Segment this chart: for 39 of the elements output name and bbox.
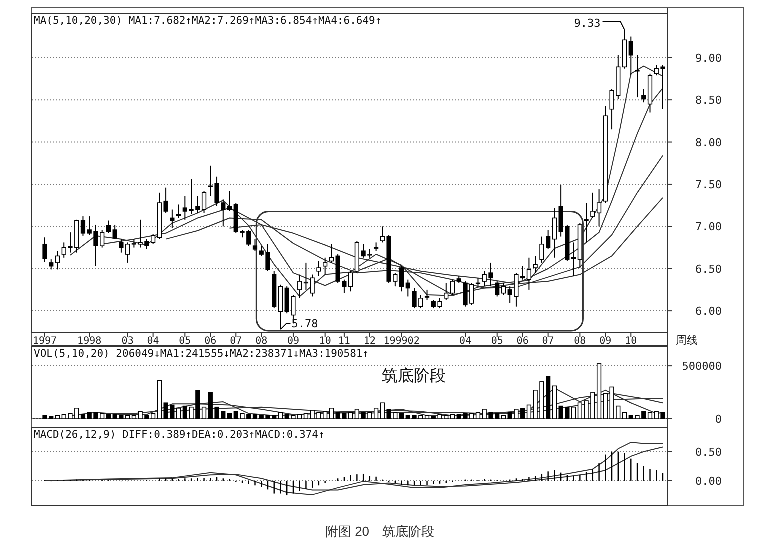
x-tick-label: 06 bbox=[204, 336, 217, 347]
text: 附图 20 筑底阶段 bbox=[325, 524, 435, 539]
x-tick-label: 09 bbox=[600, 336, 612, 347]
chart-title: VOL(5,10,20) 206049↓MA1:241555↓MA2:238371↓MA3:190581↑ bbox=[34, 348, 370, 360]
annotation: 筑底阶段 bbox=[382, 367, 446, 385]
x-tick-label: 07 bbox=[230, 336, 242, 347]
y-tick-label: 9.00 bbox=[696, 52, 722, 65]
x-tick-label: 12 bbox=[364, 336, 376, 347]
annotation: 5.78 bbox=[292, 318, 318, 331]
y-tick-label: 6.00 bbox=[696, 305, 722, 318]
y-tick-label: 0.00 bbox=[696, 474, 722, 488]
x-tick-label: 07 bbox=[542, 336, 554, 347]
y-tick-label: 6.50 bbox=[696, 262, 722, 276]
y-tick-label: 0.50 bbox=[696, 446, 722, 459]
y-tick-label: 7.50 bbox=[696, 178, 722, 192]
x-tick-label: 1998 bbox=[78, 336, 102, 347]
x-tick-label: 199902 bbox=[384, 336, 420, 347]
x-tick-label: 04 bbox=[147, 336, 160, 347]
x-tick-label: 05 bbox=[179, 336, 192, 347]
y-tick-label: 500000 bbox=[682, 360, 722, 374]
x-tick-label: 04 bbox=[459, 336, 472, 347]
y-tick-label: 0 bbox=[715, 413, 722, 426]
x-tick-label: 08 bbox=[256, 336, 268, 347]
chart-title: MACD(26,12,9) DIFF:0.389↑DEA:0.203↑MACD:0.374↑ bbox=[34, 429, 325, 441]
x-tick-label: 1997 bbox=[32, 336, 58, 347]
y-tick-label: 8.00 bbox=[696, 136, 722, 150]
x-tick-label: 08 bbox=[574, 336, 586, 347]
x-tick-label: 03 bbox=[122, 336, 134, 347]
y-tick-label: 8.50 bbox=[696, 94, 722, 108]
y-tick-label: 7.00 bbox=[696, 220, 722, 234]
chart-title: MA(5,10,20,30) MA1:7.682↑MA2:7.269↑MA3:6.854↑MA4:6.649↑ bbox=[34, 15, 382, 27]
x-axis-title: 周线 bbox=[676, 334, 698, 347]
x-tick-label: 10 bbox=[319, 336, 332, 347]
x-tick-label: 05 bbox=[491, 336, 504, 347]
annotation: 9.33 bbox=[574, 17, 601, 30]
x-tick-label: 06 bbox=[516, 336, 529, 347]
x-tick-label: 10 bbox=[625, 336, 638, 347]
x-tick-label: 11 bbox=[338, 336, 350, 347]
x-tick-label: 09 bbox=[287, 336, 300, 347]
